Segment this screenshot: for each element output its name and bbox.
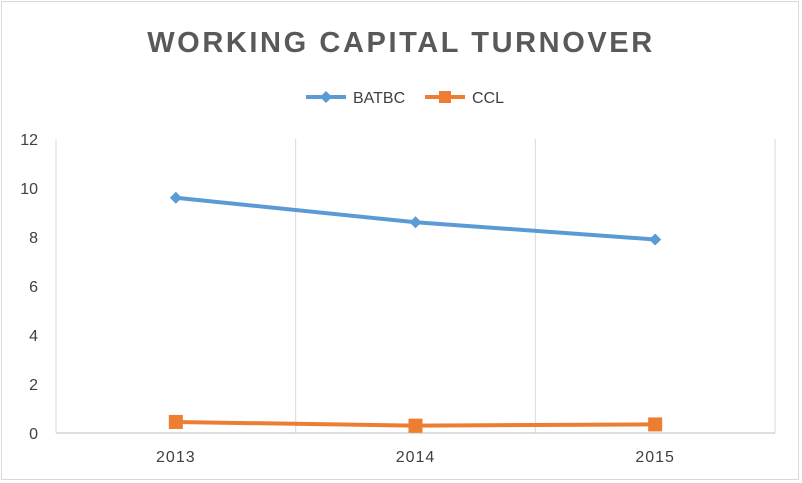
y-tick-label: 10 bbox=[20, 181, 38, 198]
data-point-batbc bbox=[169, 191, 182, 204]
legend-marker-batbc bbox=[320, 91, 332, 103]
data-point-ccl bbox=[648, 417, 663, 432]
chart-title: WORKING CAPITAL TURNOVER bbox=[147, 27, 655, 59]
legend-item-ccl: CCL bbox=[425, 90, 504, 107]
data-point-batbc bbox=[409, 216, 422, 229]
x-axis: 2013 2014 2015 bbox=[156, 449, 675, 466]
x-tick-label: 2014 bbox=[396, 449, 436, 466]
y-axis: 0 2 4 6 8 10 12 bbox=[20, 132, 38, 443]
data-point-ccl bbox=[408, 418, 423, 433]
gridlines bbox=[55, 139, 776, 434]
legend-label-ccl: CCL bbox=[472, 90, 504, 107]
legend-label-batbc: BATBC bbox=[353, 90, 405, 107]
y-tick-label: 4 bbox=[29, 328, 38, 345]
data-point-batbc bbox=[649, 233, 662, 246]
legend-item-batbc: BATBC bbox=[306, 90, 405, 107]
series-group bbox=[168, 191, 663, 433]
y-tick-label: 8 bbox=[29, 230, 38, 247]
legend-marker-ccl bbox=[439, 91, 451, 103]
y-tick-label: 6 bbox=[29, 279, 38, 296]
y-tick-label: 0 bbox=[29, 426, 38, 443]
y-tick-label: 2 bbox=[29, 377, 38, 394]
data-point-ccl bbox=[168, 414, 183, 429]
x-tick-label: 2015 bbox=[635, 449, 675, 466]
y-tick-label: 12 bbox=[20, 132, 38, 149]
x-tick-label: 2013 bbox=[156, 449, 196, 466]
legend: BATBC CCL bbox=[306, 90, 504, 107]
